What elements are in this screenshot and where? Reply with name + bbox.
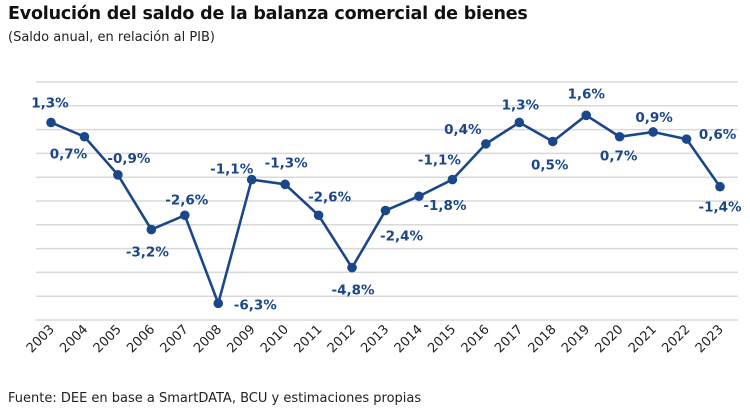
data-point (180, 210, 190, 221)
x-tick-label: 2005 (91, 322, 125, 356)
x-tick-label: 2013 (358, 322, 392, 356)
data-label: 0,9% (635, 110, 673, 126)
data-label: 0,6% (699, 127, 737, 143)
data-point (414, 191, 424, 202)
x-tick-label: 2006 (124, 322, 158, 356)
data-point (347, 262, 357, 273)
data-label: -1,4% (698, 200, 742, 216)
x-tick-label: 2017 (492, 322, 526, 356)
data-point (113, 170, 123, 180)
x-tick-label: 2004 (57, 322, 91, 356)
data-point (514, 117, 525, 128)
data-label: 0,7% (50, 147, 88, 163)
data-point (715, 181, 725, 192)
data-label: -1,3% (265, 155, 309, 171)
data-label: 0,4% (444, 122, 482, 138)
data-point (481, 139, 491, 149)
data-point (380, 205, 391, 216)
data-point (313, 210, 324, 221)
chart-title: Evolución del saldo de la balanza comerc… (8, 4, 528, 24)
x-tick-label: 2016 (459, 322, 493, 356)
data-point (46, 117, 56, 128)
x-tick-label: 2015 (425, 322, 459, 356)
data-label: -2,4% (380, 229, 424, 245)
data-point (447, 174, 458, 185)
x-tick-label: 2007 (158, 322, 192, 356)
data-label: -1,1% (418, 153, 462, 169)
x-tick-label: 2011 (291, 322, 325, 356)
x-tick-label: 2014 (392, 322, 426, 356)
data-label: 0,7% (600, 149, 638, 165)
data-point (581, 110, 591, 121)
x-tick-label: 2023 (693, 322, 727, 356)
data-label: -2,6% (308, 189, 352, 205)
x-tick-label: 2010 (258, 322, 292, 356)
data-point (648, 127, 658, 137)
x-tick-label: 2020 (592, 322, 626, 356)
data-point (246, 174, 257, 185)
data-point (547, 136, 558, 147)
data-label: -1,8% (423, 198, 467, 214)
data-point (681, 134, 692, 144)
x-tick-label: 2012 (325, 322, 359, 356)
data-label: -6,3% (234, 297, 278, 313)
x-tick-label: 2003 (24, 322, 58, 356)
data-label: 0,5% (531, 158, 569, 174)
data-label: -1,1% (210, 162, 254, 178)
data-label: -0,9% (107, 151, 151, 167)
x-tick-label: 2019 (559, 322, 593, 356)
x-tick-label: 2008 (191, 322, 225, 356)
data-point (213, 298, 224, 309)
data-label: 1,3% (502, 97, 540, 113)
chart-source: Fuente: DEE en base a SmartDATA, BCU y e… (8, 391, 422, 406)
x-tick-label: 2022 (659, 322, 693, 356)
data-point (614, 131, 625, 142)
x-tick-label: 2018 (526, 322, 560, 356)
data-label: -3,2% (126, 245, 170, 261)
data-label: -2,6% (165, 192, 209, 208)
x-tick-label: 2009 (225, 322, 259, 356)
data-label: -4,8% (332, 283, 376, 299)
data-label: 1,6% (567, 86, 605, 102)
data-point (146, 224, 157, 235)
x-tick-label: 2021 (626, 322, 660, 356)
data-point (79, 131, 90, 142)
chart-subtitle: (Saldo anual, en relación al PIB) (8, 30, 215, 45)
data-point (280, 179, 290, 190)
data-label: 1,3% (31, 95, 69, 111)
